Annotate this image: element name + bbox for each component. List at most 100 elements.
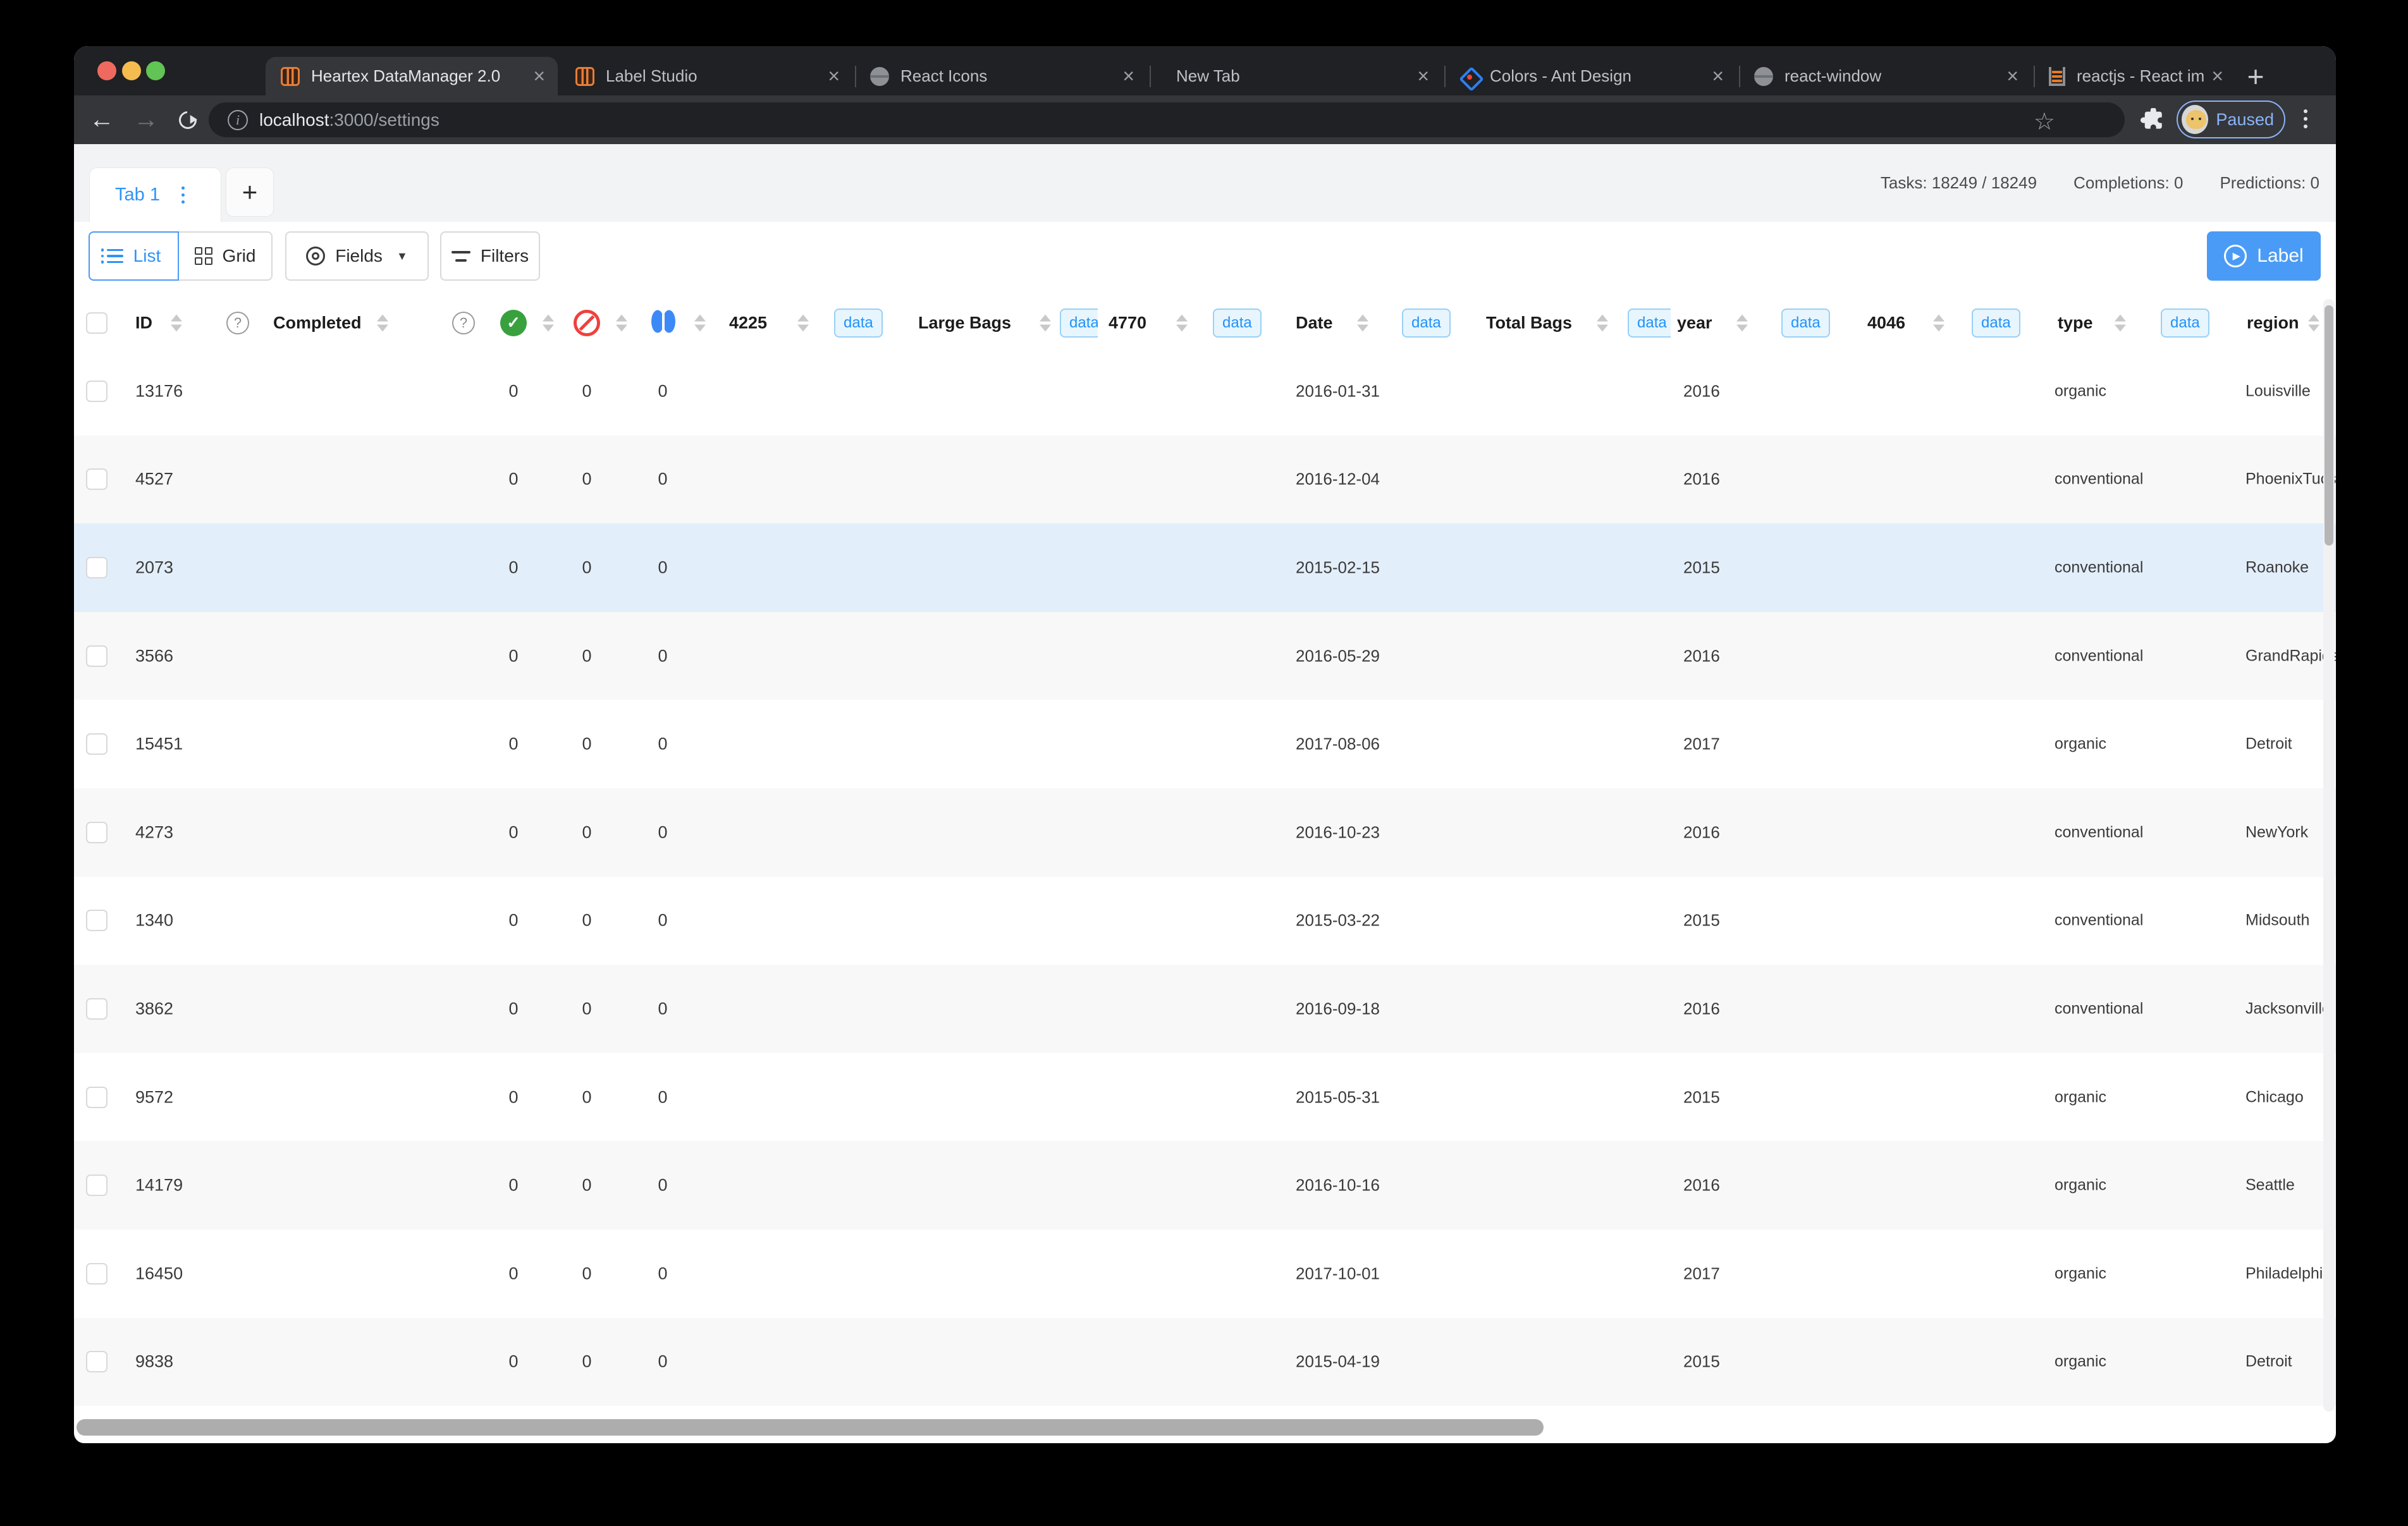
cell-type: organic xyxy=(2055,735,2106,753)
skipped-cancel-icon[interactable] xyxy=(574,309,600,336)
sort-icon[interactable] xyxy=(797,314,809,331)
annotated-check-icon[interactable]: ✓ xyxy=(500,309,527,336)
bookmark-star-icon[interactable]: ☆ xyxy=(2033,109,2055,135)
sort-icon[interactable] xyxy=(171,314,182,331)
table-row[interactable]: 15451 0 0 0 2017-08-06 2017 organic Detroit xyxy=(74,700,2336,788)
window-minimize-button[interactable] xyxy=(122,61,141,80)
table-row[interactable]: 9838 0 0 0 2015-04-19 2015 organic Detroit xyxy=(74,1317,2336,1407)
row-checkbox[interactable] xyxy=(86,1262,108,1285)
table-row[interactable]: 3862 0 0 0 2016-09-18 2016 conventional Jackson… xyxy=(74,965,2336,1053)
sort-icon[interactable] xyxy=(616,314,627,331)
table-row[interactable]: 14179 0 0 0 2016-10-16 2016 organic Seattle xyxy=(74,1141,2336,1230)
site-info-icon[interactable]: i xyxy=(228,109,248,130)
address-bar[interactable]: i localhost:3000/settings ☆ xyxy=(209,102,2125,137)
sort-icon[interactable] xyxy=(1933,314,1944,331)
row-checkbox[interactable] xyxy=(86,733,108,755)
table-row[interactable]: 9572 0 0 0 2015-05-31 2015 organic Chicago xyxy=(74,1053,2336,1142)
sort-icon[interactable] xyxy=(377,314,388,331)
column-header-completed[interactable]: Completed xyxy=(273,313,362,332)
row-checkbox[interactable] xyxy=(86,1086,108,1108)
profile-badge[interactable]: Paused xyxy=(2177,101,2285,138)
back-icon[interactable]: ← xyxy=(89,106,114,133)
tab-close-icon[interactable]: × xyxy=(2006,64,2018,87)
predictions-brain-icon[interactable] xyxy=(649,308,677,338)
grid-view-button[interactable]: Grid xyxy=(178,231,273,281)
vertical-scrollbar-thumb[interactable] xyxy=(2325,305,2333,546)
cell-date: 2017-10-01 xyxy=(1296,1264,1380,1283)
tab-close-icon[interactable]: × xyxy=(1712,64,1724,87)
vertical-scrollbar-track[interactable] xyxy=(2323,299,2335,1412)
window-close-button[interactable] xyxy=(97,61,116,80)
table-row[interactable]: 4273 0 0 0 2016-10-23 2016 conventional NewYork xyxy=(74,788,2336,877)
browser-tab-stackoverflow[interactable]: reactjs - React image gallery × xyxy=(2034,57,2236,95)
browser-tab-heartex-datamanager[interactable]: Heartex DataManager 2.0 × xyxy=(266,57,558,95)
tab-close-icon[interactable]: × xyxy=(1417,64,1429,87)
extensions-puzzle-icon[interactable] xyxy=(2141,107,2163,131)
row-checkbox[interactable] xyxy=(86,556,108,578)
column-header-id[interactable]: ID xyxy=(135,313,152,332)
tab-close-icon[interactable]: × xyxy=(2211,64,2223,87)
workspace-tab-1[interactable]: Tab 1 xyxy=(89,168,221,222)
cell-predictions-count: 0 xyxy=(658,910,668,930)
table-row[interactable]: 13176 0 0 0 2016-01-31 2016 organic Louisville xyxy=(74,347,2336,436)
list-view-button[interactable]: List xyxy=(89,231,179,281)
sort-icon[interactable] xyxy=(1176,314,1188,331)
browser-tab-label-studio[interactable]: Label Studio × xyxy=(560,57,852,95)
column-header-large-bags[interactable]: Large Bags xyxy=(918,313,1012,332)
tab-close-icon[interactable]: × xyxy=(828,64,840,87)
add-workspace-tab-button[interactable]: + xyxy=(226,168,274,217)
table-row[interactable]: 16450 0 0 0 2017-10-01 2017 organic Philadelphi… xyxy=(74,1229,2336,1318)
fields-icon xyxy=(306,247,326,266)
column-header-type[interactable]: type xyxy=(2058,313,2093,332)
row-checkbox[interactable] xyxy=(86,910,108,932)
sort-icon[interactable] xyxy=(1597,314,1608,331)
sort-icon[interactable] xyxy=(1736,314,1748,331)
browser-tab-ant-design[interactable]: Colors - Ant Design × xyxy=(1444,57,1736,95)
sort-icon[interactable] xyxy=(543,314,554,331)
cell-region: GrandRapids xyxy=(2245,647,2336,665)
tab-close-icon[interactable]: × xyxy=(1122,64,1134,87)
select-all-checkbox[interactable] xyxy=(86,312,108,334)
browser-menu-icon[interactable] xyxy=(2304,109,2307,128)
reload-icon[interactable] xyxy=(170,95,206,144)
cell-year: 2016 xyxy=(1683,822,1720,842)
sort-icon[interactable] xyxy=(694,314,706,331)
table-row[interactable]: 3566 0 0 0 2016-05-29 2016 conventional GrandRa… xyxy=(74,611,2336,700)
row-checkbox[interactable] xyxy=(86,1351,108,1373)
row-checkbox[interactable] xyxy=(86,1175,108,1197)
row-checkbox[interactable] xyxy=(86,821,108,843)
tab-close-icon[interactable]: × xyxy=(533,64,545,87)
sort-icon[interactable] xyxy=(2308,314,2319,331)
window-zoom-button[interactable] xyxy=(146,61,165,80)
sort-icon[interactable] xyxy=(2115,314,2126,331)
row-checkbox[interactable] xyxy=(86,468,108,491)
forward-icon[interactable]: → xyxy=(133,106,159,133)
column-header-4046[interactable]: 4046 xyxy=(1867,313,1906,332)
cell-year: 2017 xyxy=(1683,734,1720,754)
filters-button[interactable]: Filters xyxy=(440,231,540,281)
horizontal-scrollbar-thumb[interactable] xyxy=(77,1419,1544,1436)
browser-tab-new-tab[interactable]: New Tab × xyxy=(1150,57,1442,95)
column-header-date[interactable]: Date xyxy=(1296,313,1333,332)
row-checkbox[interactable] xyxy=(86,998,108,1020)
column-header-total-bags[interactable]: Total Bags xyxy=(1486,313,1573,332)
column-header-region[interactable]: region xyxy=(2247,313,2299,332)
row-checkbox[interactable] xyxy=(86,380,108,402)
workspace-tab-menu-icon[interactable] xyxy=(181,186,185,204)
cell-type: conventional xyxy=(2055,999,2144,1018)
label-button[interactable]: ▶ Label xyxy=(2207,231,2321,281)
sort-icon[interactable] xyxy=(1040,314,1051,331)
column-header-year[interactable]: year xyxy=(1677,313,1712,332)
fields-dropdown-button[interactable]: Fields ▼ xyxy=(285,231,429,281)
browser-tab-react-window[interactable]: react-window × xyxy=(1739,57,2031,95)
table-row[interactable]: 1340 0 0 0 2015-03-22 2015 conventional Midsout… xyxy=(74,876,2336,965)
cell-date: 2015-04-19 xyxy=(1296,1352,1380,1371)
column-header-4770[interactable]: 4770 xyxy=(1109,313,1147,332)
sort-icon[interactable] xyxy=(1357,314,1368,331)
column-header-4225[interactable]: 4225 xyxy=(729,313,768,332)
table-row[interactable]: 4527 0 0 0 2016-12-04 2016 conventional Phoenix… xyxy=(74,435,2336,524)
browser-tab-react-icons[interactable]: React Icons × xyxy=(855,57,1147,95)
table-row[interactable]: 2073 0 0 0 2015-02-15 2015 conventional Roanoke xyxy=(74,523,2336,612)
row-checkbox[interactable] xyxy=(86,645,108,667)
new-tab-button[interactable]: + xyxy=(2247,60,2264,93)
